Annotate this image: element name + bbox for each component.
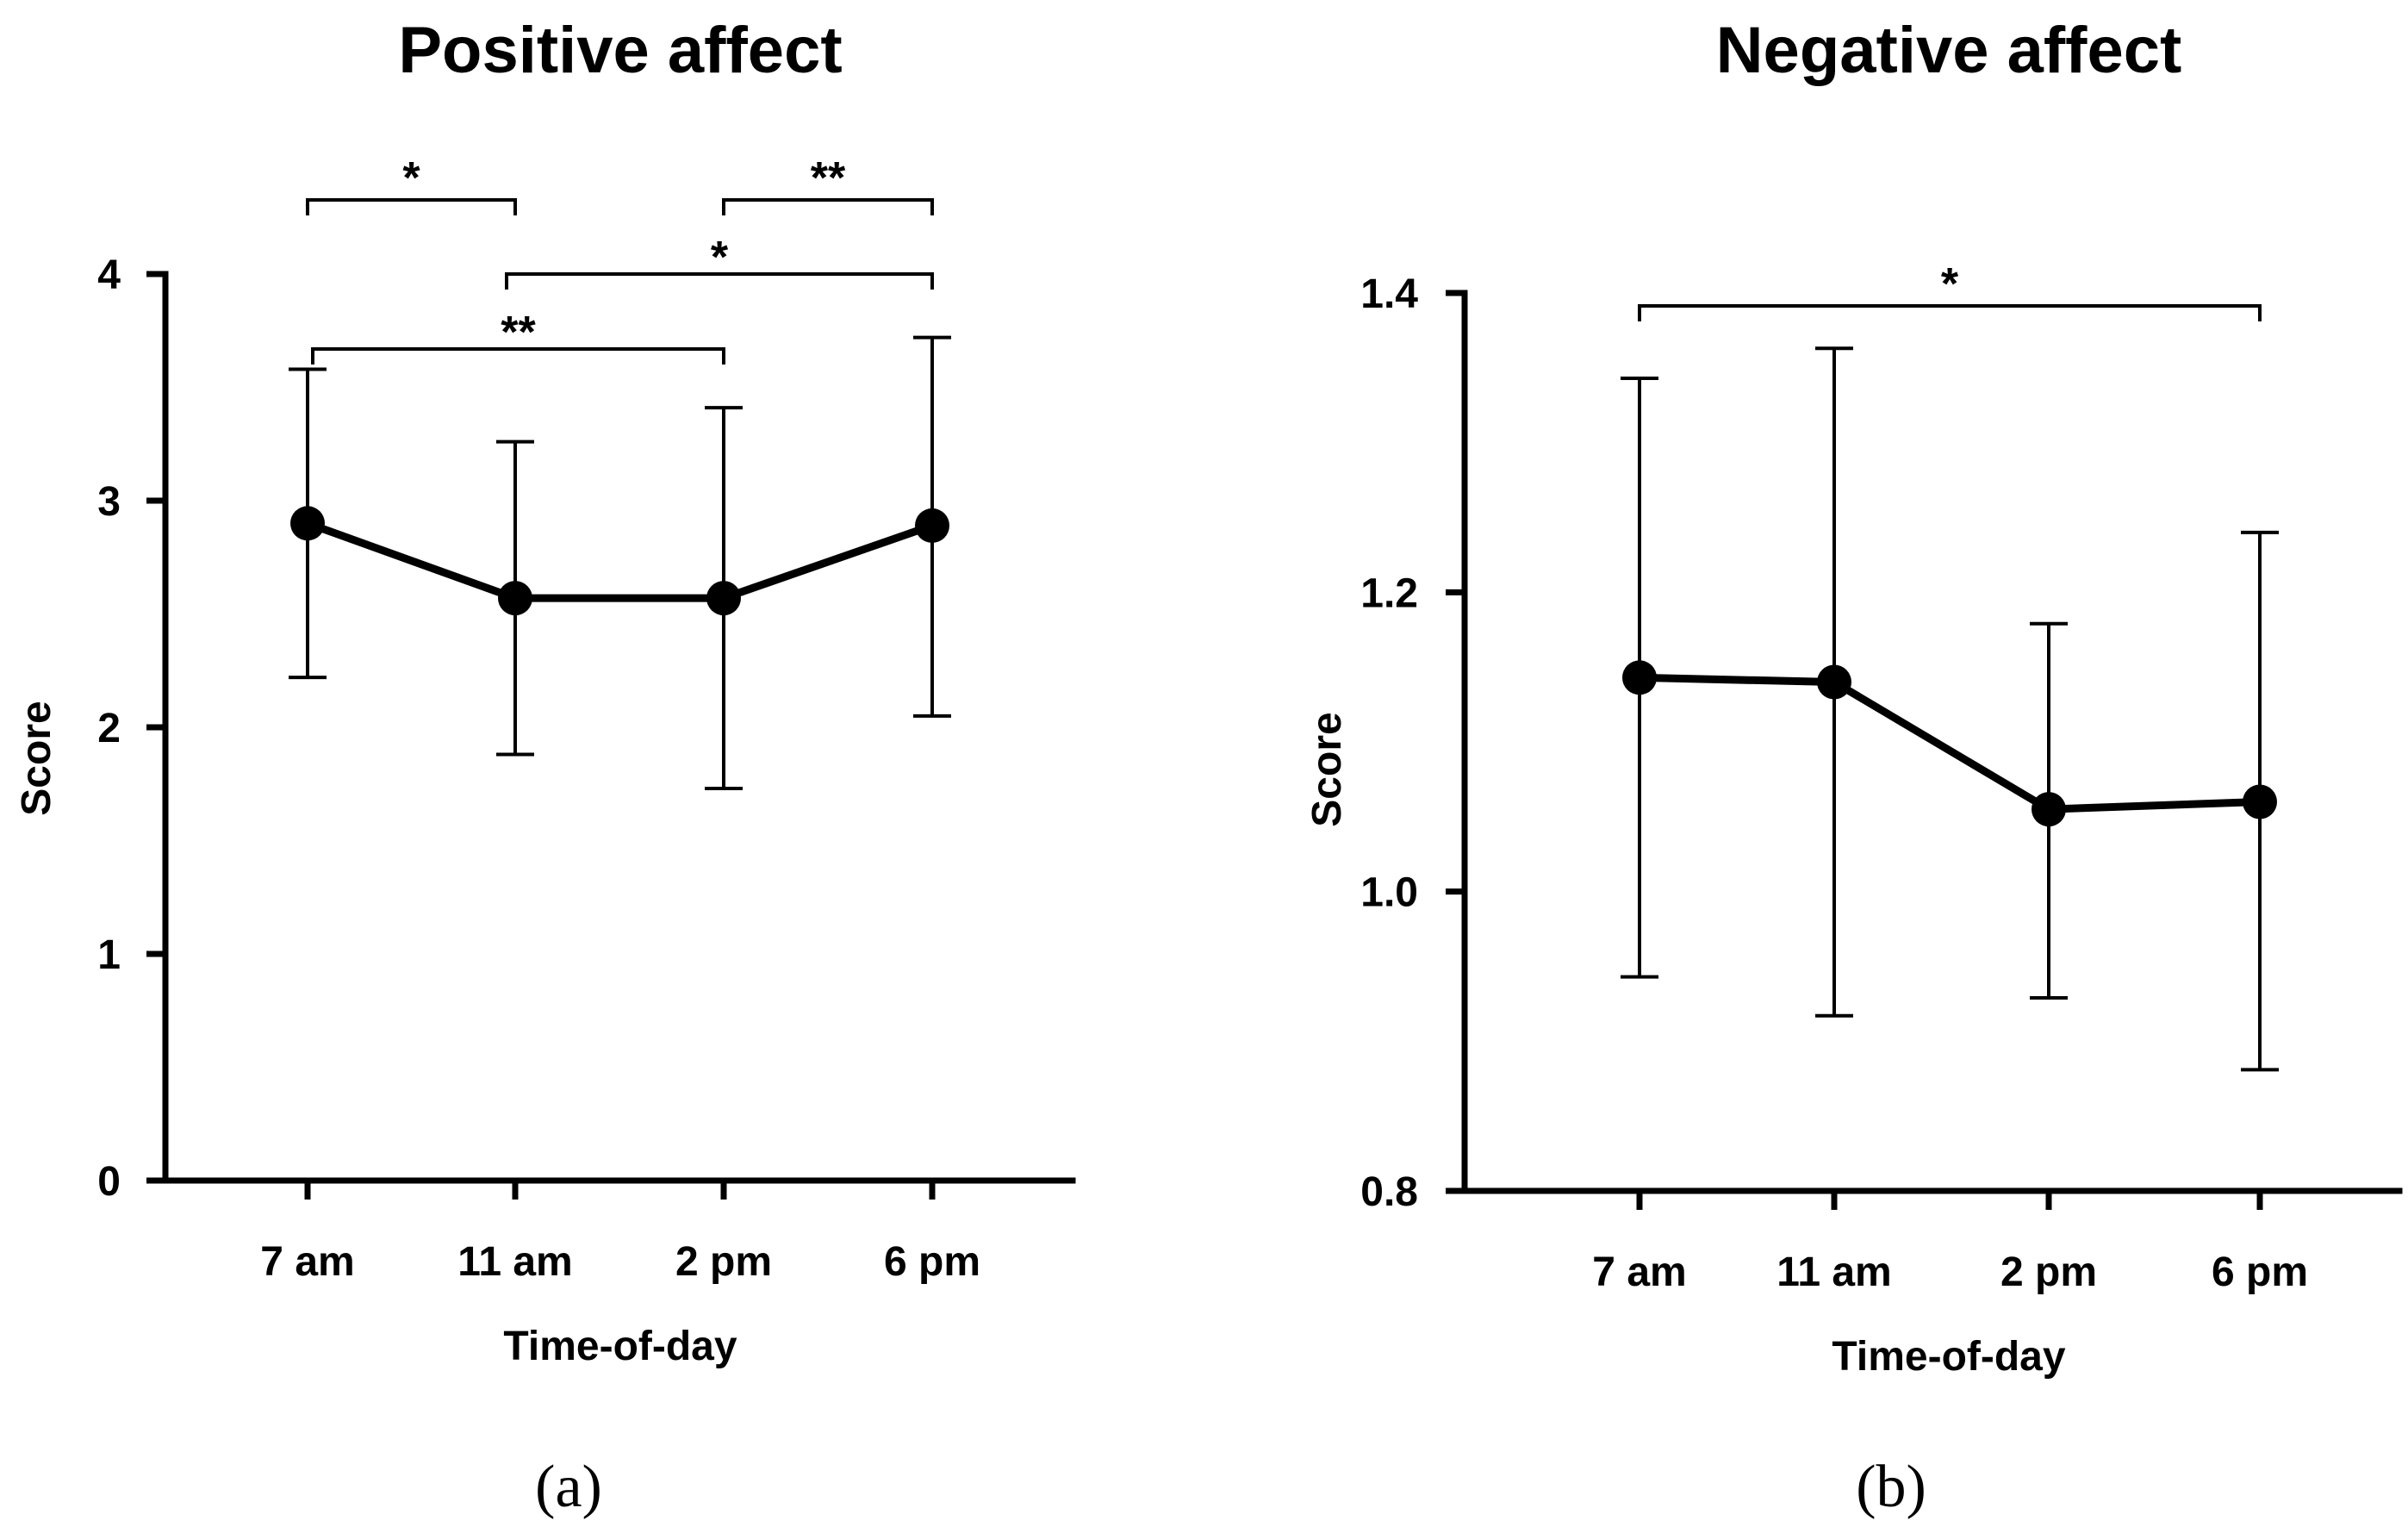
x-tick-label: 7 am [260,1239,354,1285]
significance-label: ** [811,153,846,203]
significance-bracket: * [306,153,517,215]
x-tick-label: 7 am [1592,1249,1686,1295]
data-point [498,581,532,616]
bracket-line [311,347,725,365]
y-tick-label: 0 [97,1159,121,1205]
panel-label: (b) [1856,1454,1926,1520]
y-tick-label: 2 [97,706,121,751]
x-axis-label: Time-of-day [503,1324,737,1369]
x-tick-label: 6 pm [884,1239,980,1285]
x-tick-label: 2 pm [2000,1249,2097,1295]
y-tick-label: 4 [97,252,121,298]
significance-label: ** [501,308,536,358]
significance-label: * [1941,259,1959,309]
chart-title: Positive affect [398,14,842,87]
data-point [915,508,949,543]
x-tick-label: 11 am [457,1239,572,1285]
significance-bracket: ** [722,153,934,215]
series-line [1639,673,2261,813]
data-point [2243,784,2277,819]
data-point [290,506,325,541]
series-line [306,520,934,602]
plot-area: 0.8 1.0 1.2 1.4 7 am 11 am 2 pm 6 pm * [1360,259,2403,1295]
significance-bracket: ** [311,308,725,365]
y-tick-label: 1.2 [1360,570,1418,616]
significance-bracket: * [1638,259,2262,321]
significance-label: * [402,153,420,203]
y-tick-label: 1.4 [1360,271,1418,317]
significance-bracket: * [505,233,934,290]
x-tick-label: 11 am [1776,1249,1891,1295]
y-tick-label: 0.8 [1360,1169,1418,1215]
y-axis-label: Score [1304,712,1350,826]
bracket-line [722,198,934,215]
y-tick-label: 1 [97,932,121,978]
y-tick-label: 3 [97,479,121,525]
x-tick-label: 6 pm [2212,1249,2308,1295]
chart-title: Negative affect [1716,14,2182,87]
significance-label: * [711,233,729,283]
y-tick-label: 1.0 [1360,870,1418,916]
bracket-line [306,198,517,215]
chart-negative-affect: Negative affect Time-of-day Score (b) 0.… [1304,14,2403,1520]
bracket-line [505,272,934,290]
chart-positive-affect: Positive affect Time-of-day Score (a) 0 1… [14,14,1076,1520]
data-point [1622,660,1657,695]
data-point [1817,664,1851,700]
x-axis-label: Time-of-day [1832,1334,2065,1380]
panel-label: (a) [535,1454,602,1520]
data-point [2032,792,2066,827]
bracket-line [1638,304,2262,321]
x-tick-label: 2 pm [675,1239,772,1285]
data-point [706,581,741,616]
y-axis-label: Score [14,701,59,815]
